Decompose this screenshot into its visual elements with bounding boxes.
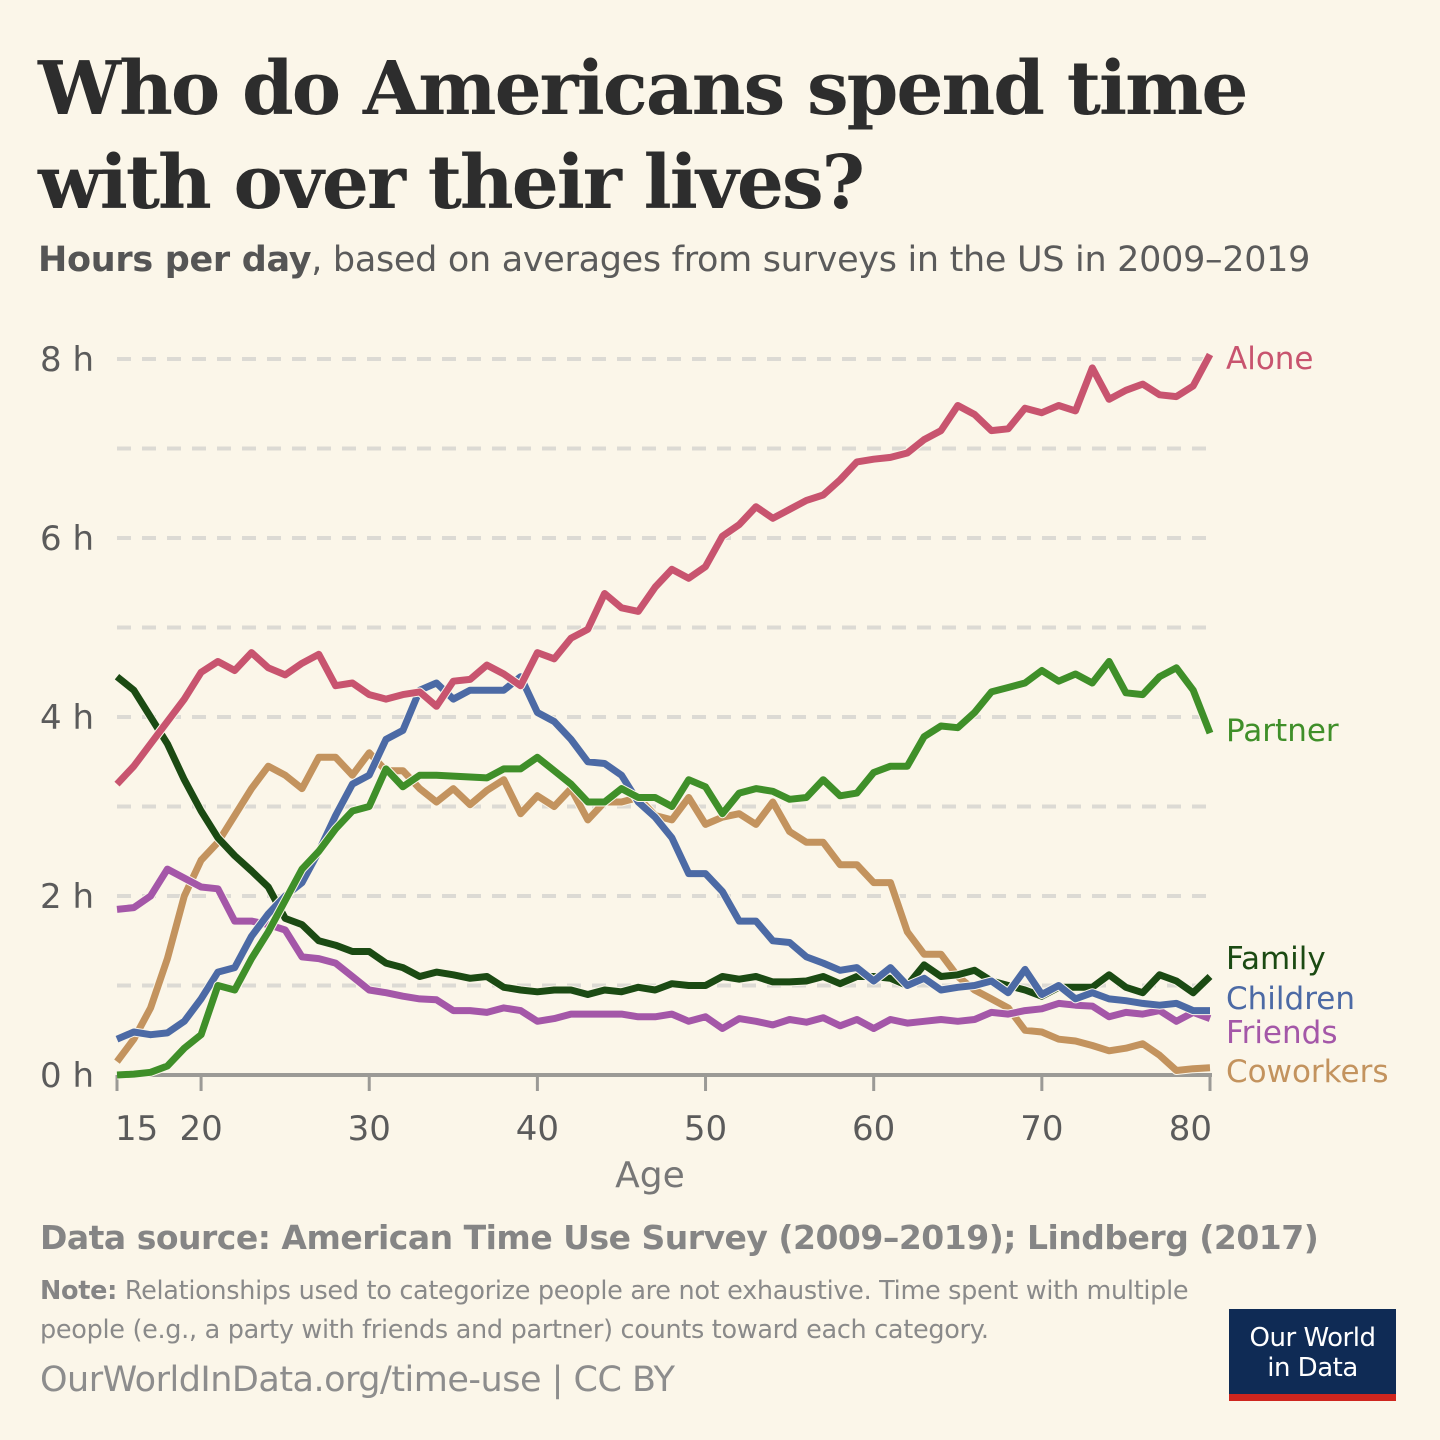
y-tick-label: 6 h <box>40 519 94 559</box>
series-line-family <box>114 673 1213 1000</box>
series-label-friends: Friends <box>1226 1015 1337 1051</box>
logo-line-2: in Data <box>1267 1353 1358 1383</box>
series-halo-family <box>114 673 1214 1001</box>
y-tick-label: 4 h <box>40 698 94 738</box>
x-tick-label: 15 <box>115 1109 158 1149</box>
series-line-partner <box>116 658 1214 1079</box>
series-line-coworkers <box>114 749 1211 1074</box>
series-halo-alone <box>113 352 1214 788</box>
series-line-children <box>115 673 1210 1043</box>
x-tick-label: 50 <box>684 1109 727 1149</box>
subtitle-rest: , based on averages from surveys in the … <box>311 240 1311 280</box>
x-axis: 15 20 30 40 50 60 70 80 <box>115 1073 1212 1149</box>
note: Note: Relationships used to categorize p… <box>40 1272 1210 1350</box>
logo-line-1: Our World <box>1249 1323 1376 1353</box>
x-tick-label: 20 <box>179 1109 222 1149</box>
data-source: Data source: American Time Use Survey (2… <box>40 1218 1319 1257</box>
series-lines <box>113 352 1215 1080</box>
x-axis-title: Age <box>615 1155 685 1196</box>
series-label-family: Family <box>1226 941 1326 977</box>
x-tick-label: 40 <box>516 1109 559 1149</box>
y-tick-label: 0 h <box>40 1056 94 1096</box>
note-label: Note: <box>40 1276 118 1306</box>
series-label-children: Children <box>1226 981 1355 1017</box>
gridlines <box>117 357 1210 988</box>
x-tick-label: 60 <box>852 1109 895 1149</box>
y-axis-ticks: 0 h 2 h 4 h 6 h 8 h <box>40 340 94 1096</box>
note-text: Relationships used to categorize people … <box>40 1276 1189 1345</box>
owid-logo[interactable]: Our World in Data <box>1229 1309 1396 1401</box>
series-label-alone: Alone <box>1226 341 1314 377</box>
series-line-friends <box>116 865 1212 1032</box>
source-url-link[interactable]: OurWorldInData.org/time-use | CC BY <box>40 1360 675 1400</box>
chart-title: Who do Americans spend time with over th… <box>38 46 1248 226</box>
series-line-alone <box>114 352 1214 787</box>
y-tick-label: 2 h <box>40 877 94 917</box>
chart-subtitle: Hours per day, based on averages from su… <box>38 240 1310 280</box>
y-tick-label: 8 h <box>40 340 94 380</box>
subtitle-bold: Hours per day <box>38 240 312 280</box>
series-label-coworkers: Coworkers <box>1226 1054 1389 1090</box>
x-tick-label: 70 <box>1020 1109 1063 1149</box>
x-tick-label: 30 <box>348 1109 391 1149</box>
series-label-partner: Partner <box>1226 713 1339 749</box>
x-tick-label: 80 <box>1169 1109 1212 1149</box>
